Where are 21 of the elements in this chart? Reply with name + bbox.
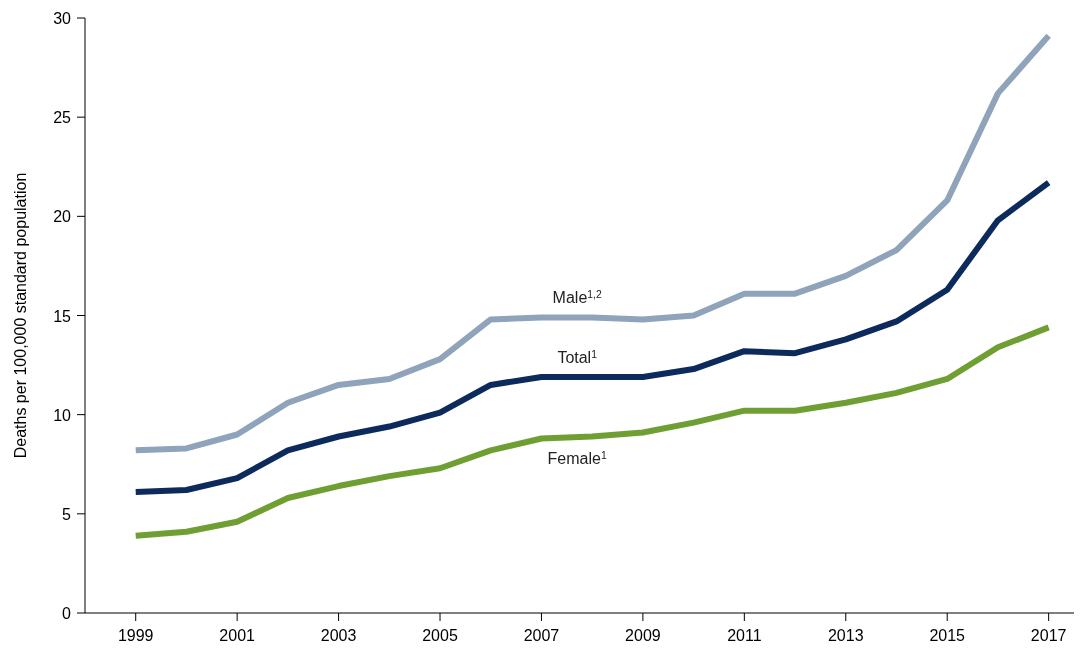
y-tick-label: 5 bbox=[62, 505, 72, 523]
y-tick-label: 30 bbox=[53, 10, 72, 27]
y-tick-label: 0 bbox=[62, 605, 72, 622]
x-tick-label: 2015 bbox=[929, 627, 966, 644]
y-axis-title: Deaths per 100,000 standard population bbox=[12, 172, 29, 459]
y-tick-label: 25 bbox=[53, 109, 72, 127]
x-tick-label: 2001 bbox=[219, 627, 256, 644]
y-tick-label: 20 bbox=[53, 208, 72, 226]
x-tick-label: 1999 bbox=[117, 627, 154, 644]
x-tick-label: 2011 bbox=[727, 627, 762, 644]
x-tick-label: 2017 bbox=[1030, 627, 1067, 644]
x-tick-label: 2005 bbox=[422, 627, 458, 644]
x-tick-label: 2013 bbox=[827, 627, 864, 644]
x-tick-label: 2003 bbox=[320, 627, 357, 644]
series-label: Total$^{1}$ bbox=[557, 348, 598, 366]
x-tick-label: 2009 bbox=[625, 627, 661, 644]
series-label: Male$^{1,2}$ bbox=[552, 288, 602, 307]
series-label: Female$^{1}$ bbox=[547, 449, 607, 468]
x-tick-label: 2007 bbox=[523, 627, 560, 644]
y-tick-label: 10 bbox=[53, 406, 72, 424]
y-tick-label: 15 bbox=[53, 307, 72, 325]
